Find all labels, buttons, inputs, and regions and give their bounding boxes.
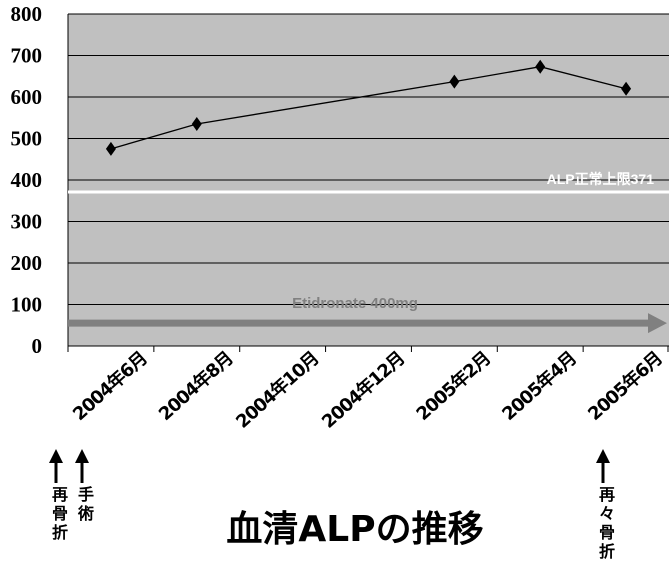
x-tick-label: 2005年4月: [498, 347, 581, 425]
x-tick-label: 2004年8月: [154, 347, 237, 425]
event-label: 再々骨折: [599, 485, 615, 561]
gridlines: [68, 13, 669, 305]
x-tick-label: 2004年6月: [68, 347, 151, 425]
treatment-arrow-head: [648, 313, 667, 334]
data-point: [449, 74, 460, 89]
data-point: [621, 81, 632, 96]
chart-title: 血清ALPの推移: [226, 509, 483, 550]
event-arrow-head: [75, 449, 89, 463]
event-arrow-head: [49, 449, 63, 463]
data-point: [105, 141, 116, 156]
axes: [67, 14, 669, 352]
y-axis-tick-labels: 0 100 200 300 400 500 600 700 800: [11, 2, 43, 358]
event-label: 再骨折: [52, 485, 68, 542]
y-tick-label: 0: [32, 334, 43, 358]
event-arrow-head: [596, 449, 610, 463]
y-tick-label: 800: [11, 2, 43, 26]
event-label: 手術: [77, 485, 94, 523]
treatment-label: Etidronate 400mg: [292, 295, 418, 312]
x-tick-label: 2004年10月: [232, 347, 323, 432]
y-tick-label: 400: [11, 168, 43, 192]
y-tick-label: 600: [11, 85, 43, 109]
y-tick-label: 500: [11, 127, 43, 151]
x-tick-label: 2005年6月: [584, 347, 667, 425]
data-markers: [105, 59, 632, 156]
x-tick-label: 2004年12月: [317, 347, 408, 432]
data-point: [535, 59, 546, 74]
x-tick-label: 2005年2月: [412, 347, 495, 425]
reference-line-label: ALP正常上限371: [547, 171, 655, 187]
data-point: [191, 116, 202, 131]
y-tick-label: 200: [11, 251, 43, 275]
y-tick-label: 300: [11, 210, 43, 234]
y-tick-label: 700: [11, 44, 43, 68]
y-tick-label: 100: [11, 293, 43, 317]
